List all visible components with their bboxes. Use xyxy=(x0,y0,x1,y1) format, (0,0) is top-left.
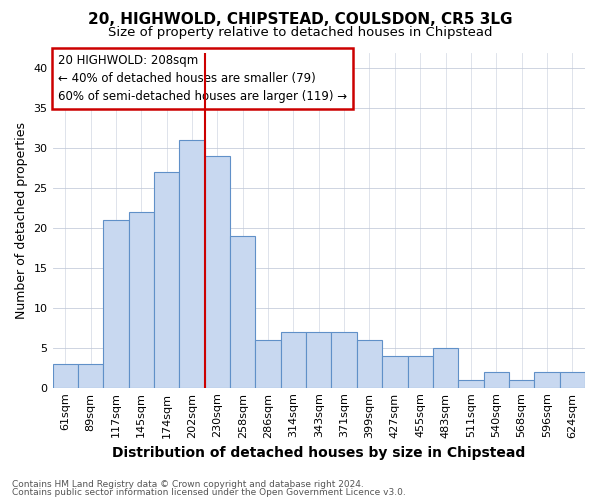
Bar xyxy=(306,332,331,388)
Bar xyxy=(78,364,103,388)
Bar xyxy=(179,140,205,388)
Bar xyxy=(509,380,534,388)
Bar xyxy=(154,172,179,388)
Bar xyxy=(205,156,230,388)
Bar xyxy=(458,380,484,388)
Bar xyxy=(534,372,560,388)
Bar xyxy=(103,220,128,388)
Bar xyxy=(382,356,407,388)
Bar xyxy=(560,372,585,388)
Bar xyxy=(433,348,458,388)
Text: Contains HM Land Registry data © Crown copyright and database right 2024.: Contains HM Land Registry data © Crown c… xyxy=(12,480,364,489)
Text: Contains public sector information licensed under the Open Government Licence v3: Contains public sector information licen… xyxy=(12,488,406,497)
Bar xyxy=(407,356,433,388)
Bar xyxy=(53,364,78,388)
Bar xyxy=(357,340,382,388)
Bar xyxy=(256,340,281,388)
Text: Size of property relative to detached houses in Chipstead: Size of property relative to detached ho… xyxy=(108,26,492,39)
Bar xyxy=(484,372,509,388)
Y-axis label: Number of detached properties: Number of detached properties xyxy=(15,122,28,318)
X-axis label: Distribution of detached houses by size in Chipstead: Distribution of detached houses by size … xyxy=(112,446,526,460)
Text: 20 HIGHWOLD: 208sqm
← 40% of detached houses are smaller (79)
60% of semi-detach: 20 HIGHWOLD: 208sqm ← 40% of detached ho… xyxy=(58,54,347,103)
Bar xyxy=(281,332,306,388)
Bar xyxy=(331,332,357,388)
Bar xyxy=(128,212,154,388)
Bar xyxy=(230,236,256,388)
Text: 20, HIGHWOLD, CHIPSTEAD, COULSDON, CR5 3LG: 20, HIGHWOLD, CHIPSTEAD, COULSDON, CR5 3… xyxy=(88,12,512,28)
